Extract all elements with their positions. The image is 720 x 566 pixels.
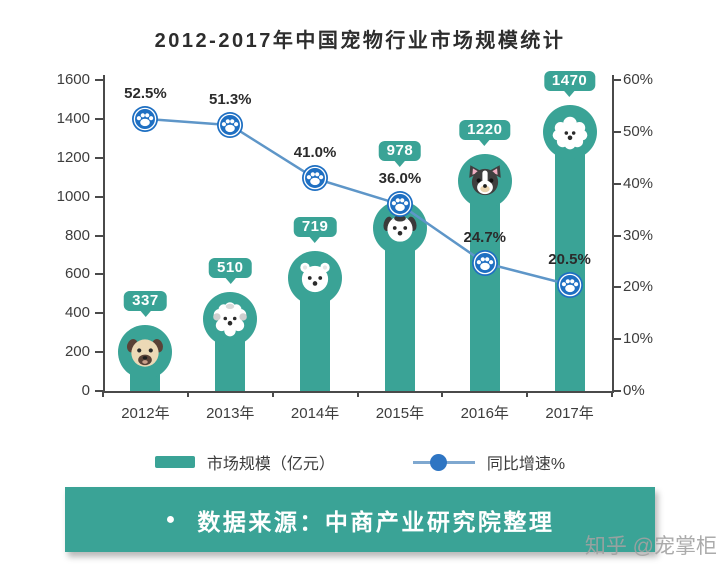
x-axis-tick xyxy=(102,391,104,397)
left-axis-tick xyxy=(95,390,103,392)
paw-icon xyxy=(217,112,244,139)
bar-head xyxy=(542,105,597,160)
bar-head xyxy=(118,325,173,380)
left-axis-tick xyxy=(95,351,103,354)
right-axis-tick xyxy=(613,182,621,185)
bar-value-bubble: 1220 xyxy=(459,119,511,140)
right-axis-tick-label: 10% xyxy=(623,330,654,348)
right-axis-tick xyxy=(613,338,621,341)
left-axis-line xyxy=(103,75,105,392)
legend-item-bar: 市场规模（亿元） xyxy=(154,450,335,474)
right-axis-tick xyxy=(613,234,621,237)
x-axis-tick xyxy=(526,391,529,397)
paw-icon xyxy=(556,271,583,298)
growth-rate-label: 24.7% xyxy=(463,228,507,246)
x-axis-tick xyxy=(186,391,189,397)
x-axis-tick xyxy=(356,391,359,397)
right-axis-tick xyxy=(613,130,621,133)
left-axis-tick-label: 1200 xyxy=(56,148,90,166)
legend-bar-label: 市场规模（亿元） xyxy=(206,456,335,473)
x-axis-category-label: 2014年 xyxy=(290,405,340,422)
right-axis-tick-label: 30% xyxy=(623,226,654,244)
line-series-swatch xyxy=(412,453,475,471)
x-axis-category-label: 2016年 xyxy=(460,405,509,422)
left-axis-tick-label: 400 xyxy=(64,304,90,322)
x-axis-category-label: 2012年 xyxy=(121,405,170,422)
x-axis-line xyxy=(103,391,614,393)
paw-icon xyxy=(132,105,159,132)
left-axis-tick-label: 600 xyxy=(64,265,90,283)
left-axis-tick-label: 1400 xyxy=(56,109,90,127)
right-axis-line xyxy=(612,75,614,392)
bar-value-bubble: 510 xyxy=(208,257,252,278)
left-axis-tick xyxy=(95,312,103,315)
bar-value-bubble: 1470 xyxy=(543,71,596,92)
right-axis-tick-label: 40% xyxy=(623,174,654,192)
x-axis-category-label: 2015年 xyxy=(375,405,425,422)
paw-icon xyxy=(302,165,329,192)
left-axis-tick-label: 0 xyxy=(81,382,90,399)
left-axis-tick-label: 200 xyxy=(64,343,90,361)
right-axis-tick xyxy=(613,79,621,81)
growth-rate-label: 20.5% xyxy=(548,250,591,268)
paw-icon xyxy=(471,249,498,276)
bar-head xyxy=(203,291,258,346)
legend-item-line: 同比增速% xyxy=(412,450,566,474)
bar-head xyxy=(288,251,343,306)
bar-value-bubble: 978 xyxy=(378,140,422,161)
left-axis-tick xyxy=(95,273,103,276)
source-text: 数据来源：中商产业研究院整理 xyxy=(197,508,555,535)
bar-series-swatch xyxy=(154,456,195,468)
growth-rate-label: 36.0% xyxy=(378,170,422,188)
bar-head xyxy=(457,153,512,208)
right-axis-tick-label: 0% xyxy=(623,382,645,399)
bar-value-bubble: 337 xyxy=(124,291,167,312)
left-axis-tick-label: 1000 xyxy=(56,187,90,205)
legend-line-label: 同比增速% xyxy=(486,456,566,473)
right-axis-tick xyxy=(613,390,621,392)
legend: 市场规模（亿元） 同比增速% xyxy=(0,450,720,474)
left-axis-tick xyxy=(95,234,103,237)
x-axis-tick xyxy=(611,391,613,397)
x-axis-category-label: 2017年 xyxy=(545,405,594,422)
left-axis-tick xyxy=(95,79,103,81)
bullet-icon: ● xyxy=(165,510,176,528)
growth-rate-label: 52.5% xyxy=(124,84,167,102)
x-axis-category-label: 2013年 xyxy=(206,405,255,422)
x-axis-tick xyxy=(441,391,444,397)
paw-icon xyxy=(386,191,413,218)
right-axis-tick xyxy=(613,286,621,289)
line-series-dot-icon xyxy=(429,453,447,471)
left-axis-tick-label: 800 xyxy=(64,226,90,244)
left-axis-tick-label: 1600 xyxy=(56,71,90,88)
growth-rate-label: 41.0% xyxy=(293,144,337,162)
right-axis-tick-label: 20% xyxy=(623,278,654,296)
right-axis-tick-label: 50% xyxy=(623,122,654,140)
left-axis-tick xyxy=(95,117,103,120)
left-axis-tick xyxy=(95,156,103,159)
bar xyxy=(469,179,500,391)
right-axis-tick-label: 60% xyxy=(623,71,654,88)
bar xyxy=(554,131,585,391)
x-axis-tick xyxy=(271,391,274,397)
growth-rate-label: 51.3% xyxy=(208,91,252,109)
page-title: 2012-2017年中国宠物行业市场规模统计 xyxy=(154,30,566,52)
watermark: 知乎 @宠掌柜 xyxy=(584,535,717,558)
bar-value-bubble: 719 xyxy=(293,217,337,238)
left-axis-tick xyxy=(95,195,103,198)
source-banner: ● 数据来源：中商产业研究院整理 xyxy=(65,487,655,552)
